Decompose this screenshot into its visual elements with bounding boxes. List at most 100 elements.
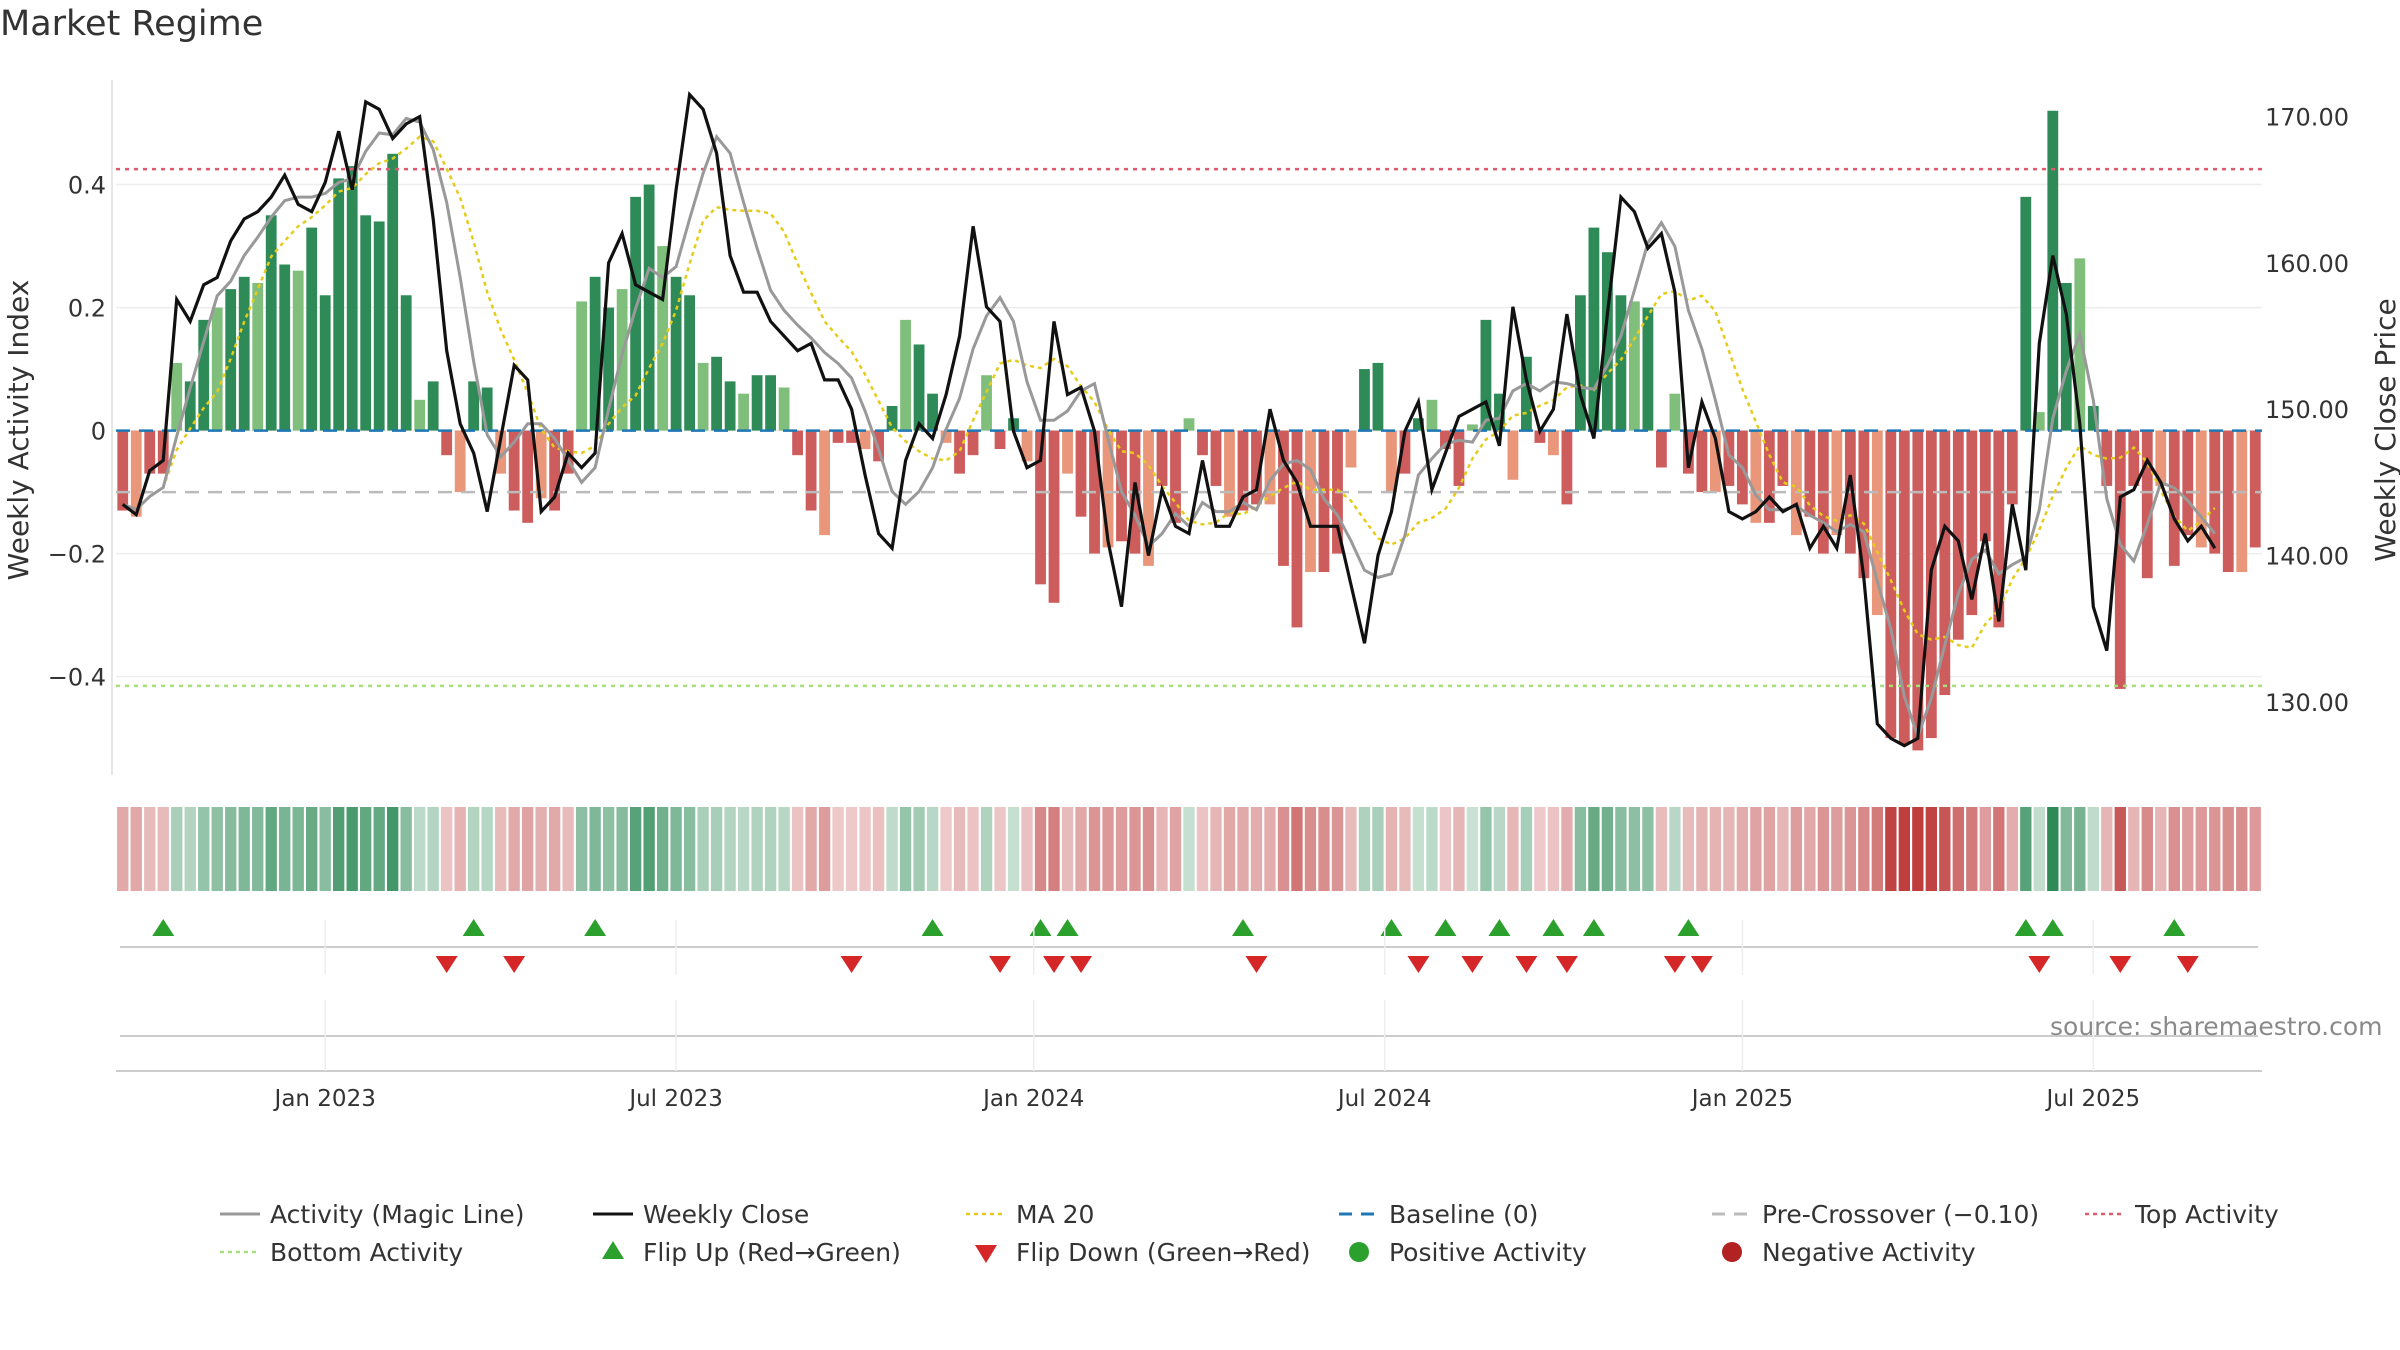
activity-bar	[1831, 430, 1843, 536]
activity-bar	[1628, 301, 1640, 431]
regime-cell	[535, 807, 547, 891]
activity-bar	[279, 264, 291, 431]
activity-bar	[1399, 430, 1411, 474]
activity-bar	[346, 166, 358, 431]
regime-cell	[2168, 807, 2180, 891]
regime-cell	[1439, 807, 1452, 891]
regime-cell	[832, 807, 844, 891]
regime-cell	[279, 807, 291, 891]
legend-bottom-swatch	[220, 1250, 260, 1254]
legend-activity-swatch	[220, 1212, 260, 1216]
activity-bar	[1885, 430, 1897, 739]
regime-cell	[1601, 807, 1614, 891]
activity-bar	[387, 153, 399, 431]
flip-up-marker	[1582, 919, 1605, 936]
activity-bar	[1952, 430, 1964, 640]
activity-bar	[2087, 405, 2099, 431]
regime-cell	[1952, 807, 1964, 891]
legend-top: Top Activity	[2065, 1199, 2285, 1229]
activity-bar	[805, 430, 817, 511]
activity-bar	[414, 399, 426, 431]
activity-bar	[1939, 430, 1951, 696]
regime-cell	[1358, 807, 1371, 891]
regime-cell	[157, 807, 169, 891]
activity-bar	[1048, 430, 1060, 603]
regime-cell	[1480, 807, 1492, 891]
regime-cell	[1858, 807, 1870, 891]
activity-bar	[778, 387, 790, 431]
activity-bar	[522, 430, 534, 523]
activity-bar	[1602, 252, 1613, 431]
x-tick-label: Jul 2023	[627, 1086, 723, 1112]
regime-cell	[1709, 807, 1722, 891]
regime-strip	[117, 807, 2261, 891]
activity-bar	[1426, 399, 1438, 431]
regime-cell	[940, 807, 952, 891]
regime-cell	[1142, 807, 1155, 891]
legend-row: Activity (Magic Line) Weekly Close MA 20 Ba…	[200, 1195, 2400, 1233]
activity-bar	[2006, 430, 2018, 505]
regime-cell	[144, 807, 156, 891]
activity-bar	[1993, 430, 2005, 628]
legend-close-swatch	[593, 1212, 633, 1216]
flip-up-marker	[152, 919, 175, 936]
activity-bar	[2195, 430, 2207, 548]
regime-cell	[1615, 807, 1627, 891]
activity-bar	[1413, 418, 1424, 431]
activity-bar	[373, 221, 385, 431]
regime-cell	[845, 807, 858, 891]
regime-cell	[2195, 807, 2207, 891]
activity-bar	[657, 246, 669, 431]
activity-bar	[1723, 430, 1735, 486]
activity-bar	[1440, 430, 1451, 450]
flip-up-marker	[1434, 919, 1457, 936]
activity-bar	[724, 381, 736, 431]
regime-cell	[737, 807, 750, 891]
activity-bar	[360, 215, 372, 431]
regime-cell	[117, 807, 129, 891]
regime-cell	[1831, 807, 1843, 891]
y-axis-label: Weekly Activity Index	[2, 280, 35, 581]
activity-bar	[900, 319, 911, 431]
activity-bar	[1588, 227, 1600, 431]
series-lines	[121, 91, 2217, 748]
regime-cell	[1763, 807, 1776, 891]
legend-flip-down: Flip Down (Green→Red)	[946, 1237, 1319, 1267]
activity-bar	[1062, 430, 1073, 474]
activity-bar	[1345, 430, 1357, 468]
activity-bar	[738, 393, 750, 431]
activity-bar	[2047, 110, 2059, 431]
regime-cell	[333, 807, 345, 891]
activity-bar	[171, 362, 183, 431]
flip-up-marker	[921, 919, 944, 936]
chart-title: Market Regime	[0, 4, 264, 44]
legend-row: Bottom Activity Flip Up (Red→Green) Flip D…	[200, 1233, 2400, 1271]
activity-bar	[1858, 430, 1870, 579]
regime-cell	[1871, 807, 1884, 891]
regime-cell	[1520, 807, 1533, 891]
flip-down-marker	[1555, 956, 1578, 973]
activity-bar	[333, 178, 345, 431]
regime-cell	[265, 807, 277, 891]
flip-up-marker	[1380, 919, 1403, 936]
regime-cell	[886, 807, 898, 891]
regime-cell	[1466, 807, 1479, 891]
flip-up-marker	[2163, 919, 2186, 936]
activity-bar	[1804, 430, 1816, 517]
regime-cell	[1682, 807, 1695, 891]
activity-bar	[144, 430, 156, 474]
legend: Activity (Magic Line) Weekly Close MA 20 Ba…	[200, 1195, 2400, 1271]
regime-cell	[1547, 807, 1560, 891]
activity-bar	[252, 282, 264, 431]
regime-cell	[1723, 807, 1735, 891]
activity-bar	[468, 381, 480, 431]
activity-bar	[508, 430, 520, 511]
flip-up-marker	[1231, 919, 1254, 936]
x-axis: Jan 2023 Jul 2023 Jan 2024 Jul 2024 Jan 2025…	[116, 920, 2262, 1112]
activity-bar	[1278, 430, 1289, 566]
regime-cell	[751, 807, 763, 891]
activity-bar	[427, 381, 439, 431]
regime-cell	[589, 807, 601, 891]
regime-cell	[548, 807, 561, 891]
activity-bar	[454, 430, 466, 493]
